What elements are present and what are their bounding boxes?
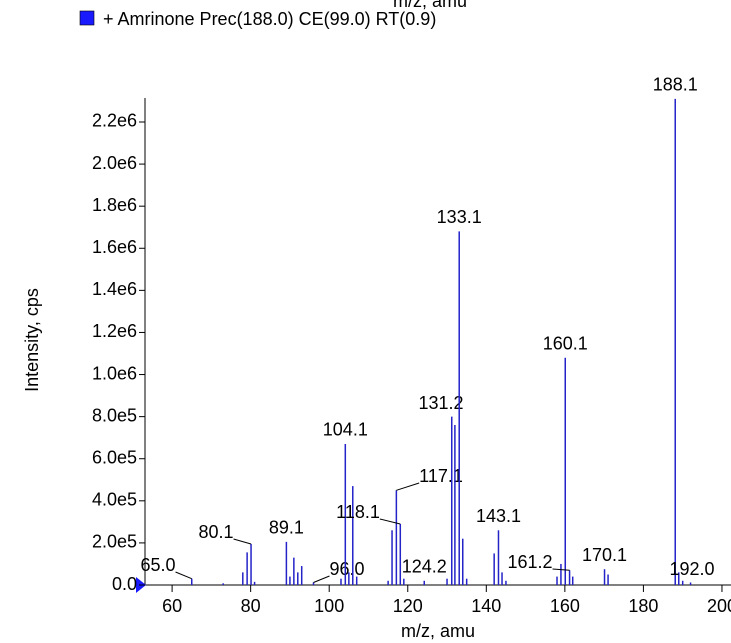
y-tick-label: 4.0e5 — [92, 490, 137, 510]
top-axis-label: m/z, amu — [393, 0, 467, 11]
y-tick-label: 6.0e5 — [92, 447, 137, 467]
peak-label: 96.0 — [329, 559, 364, 579]
leader-line — [313, 575, 330, 583]
y-tick-label: 2.2e6 — [92, 111, 137, 131]
peak-label: 170.1 — [582, 545, 627, 565]
y-tick-label: 1.0e6 — [92, 363, 137, 383]
x-tick-label: 160 — [550, 596, 580, 616]
peak-label: 160.1 — [543, 333, 588, 353]
leader-line — [552, 568, 570, 571]
x-tick-label: 60 — [162, 596, 182, 616]
x-tick-label: 100 — [314, 596, 344, 616]
y-tick-label: 2.0e6 — [92, 153, 137, 173]
x-tick-label: 180 — [628, 596, 658, 616]
y-tick-label: 1.8e6 — [92, 195, 137, 215]
peak-label: 143.1 — [476, 506, 521, 526]
y-tick-label: 8.0e5 — [92, 405, 137, 425]
peak-label: 80.1 — [198, 522, 233, 542]
peak-label: 104.1 — [323, 420, 368, 440]
peak-label: 192.0 — [669, 559, 714, 579]
leader-line — [379, 518, 401, 525]
chart-title: + Amrinone Prec(188.0) CE(99.0) RT(0.9) — [103, 9, 436, 29]
x-tick-label: 80 — [241, 596, 261, 616]
y-tick-label: 1.2e6 — [92, 321, 137, 341]
legend-swatch — [79, 10, 95, 26]
y-tick-label: 1.6e6 — [92, 237, 137, 257]
x-axis-label: m/z, amu — [401, 621, 475, 641]
leader-line — [233, 538, 252, 545]
peak-label: 118.1 — [336, 502, 380, 522]
leader-line — [396, 482, 420, 491]
peak-label: 188.1 — [653, 75, 698, 95]
peak-label: 65.0 — [140, 555, 175, 575]
y-axis-label: Intensity, cps — [22, 288, 42, 392]
peak-label: 117.1 — [419, 466, 463, 486]
y-tick-label: 1.4e6 — [92, 279, 137, 299]
y-tick-label: 0.0 — [112, 574, 137, 594]
peak-label: 131.2 — [418, 393, 463, 413]
peak-label: 89.1 — [269, 518, 304, 538]
peak-label: 133.1 — [437, 207, 482, 227]
y-tick-label: 2.0e5 — [92, 532, 137, 552]
leader-line — [175, 571, 192, 580]
x-tick-label: 200 — [707, 596, 731, 616]
peak-label: 161.2 — [507, 552, 552, 572]
x-tick-label: 140 — [471, 596, 501, 616]
peak-label: 124.2 — [402, 557, 447, 577]
x-tick-label: 120 — [393, 596, 423, 616]
